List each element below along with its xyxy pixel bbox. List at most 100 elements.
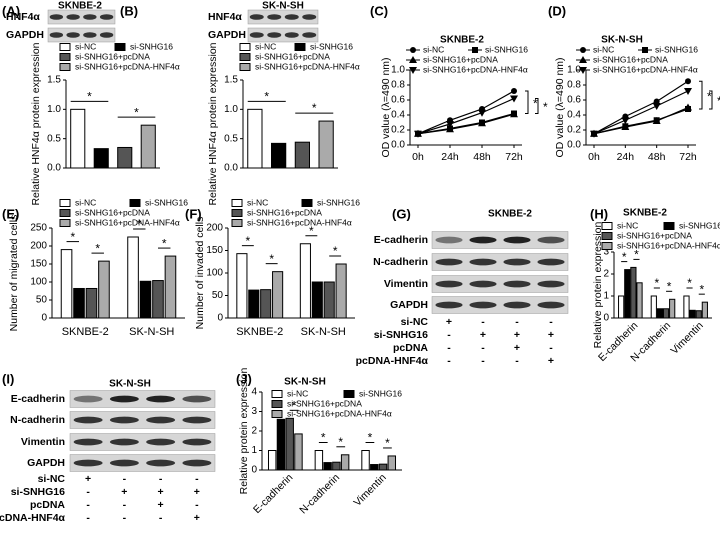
marker [409,67,417,74]
y-tick-label: 0.4 [567,110,581,121]
bar [93,148,109,169]
blot-band [537,236,565,244]
y-tick-label: 1.0 [567,65,581,76]
line [593,90,689,135]
blot-strip [431,253,569,271]
x-tick-label: Vimentin [352,471,389,508]
y-tick-label: 3 [603,247,609,258]
bar [318,120,334,169]
blot-band [99,32,114,38]
blot-band [267,14,282,20]
bar [272,271,284,319]
marker [478,119,486,127]
blot-strip [247,9,319,25]
panel-label: (B) [120,3,138,18]
y-tick-label: 0.0 [391,140,405,151]
bar [636,282,643,319]
y-tick-label: 0.2 [391,125,405,136]
significance: * [699,282,704,296]
marker [652,103,661,110]
bar [139,280,152,319]
blot-strip [69,411,216,429]
blot-band [49,14,64,20]
legend-label: si-SNHG16+pcDNA-HNF4α [75,217,180,227]
condition-sign: - [123,499,127,511]
marker [478,109,486,117]
line [417,90,515,135]
marker [409,56,417,63]
significance-bracket [525,90,529,114]
marker [685,78,691,85]
legend-label: si-SNHG16+pcDNA-HNF4α [75,61,180,71]
y-tick-label: 0.2 [567,125,581,136]
blot-band [73,438,103,446]
blot-band [146,416,176,424]
blot-band [503,280,531,288]
y-tick-label: 0 [603,313,609,324]
legend-swatch [271,410,283,418]
legend-swatch [239,53,251,61]
band-label: GAPDH [390,299,428,311]
condition-sign: - [447,342,451,354]
condition-sign: + [158,486,164,498]
y-tick-label: 0.8 [567,80,581,91]
condition-sign: - [123,473,127,485]
significance: * [667,279,672,293]
significance-bracket [709,90,713,110]
significance: * [717,94,720,108]
legend-swatch [59,209,71,217]
blot-band [537,301,565,309]
bar [335,263,347,319]
legend-swatch [59,53,71,61]
legend-swatch [239,43,251,51]
significance: * [246,234,251,248]
panel-label: (C) [370,3,388,18]
marker [472,47,478,53]
bar [85,287,98,319]
x-tick-label: Vimentin [669,319,706,356]
y-tick-label: 50 [36,295,48,306]
condition-sign: - [549,316,553,328]
x-tick-label: 0h [588,151,600,163]
significance: * [338,435,343,449]
condition-sign: - [159,512,163,524]
blot-strip [47,27,116,43]
band-label: Vimentin [384,278,428,290]
legend-swatch [343,390,355,398]
bar [689,309,696,319]
bar [271,142,287,169]
significance: * [269,252,274,266]
y-axis-label: Relative protein expression [592,222,604,349]
condition-sign: - [481,316,485,328]
x-tick-label: 0h [412,151,424,163]
significance: * [707,89,712,103]
blot-band [182,395,212,403]
y-tick-label: 200 [206,223,223,234]
blot-band [83,32,97,38]
panel-label: (D) [548,3,566,18]
x-tick-label: 24h [617,151,635,163]
legend-swatch [301,199,313,207]
marker [510,95,518,103]
legend-label: si-SNHG16 [679,220,720,230]
blot-band [73,416,103,424]
condition-sign: - [159,473,163,485]
condition-sign: + [480,329,486,341]
legend-label: si-SNHG16 [145,197,188,207]
blot-band [49,32,64,38]
condition-sign: + [158,499,164,511]
bar [117,146,133,169]
bar [276,418,286,471]
blot-strip [69,454,216,472]
legend-label: si-SNHG16 [485,44,528,54]
significance: * [87,90,92,104]
y-tick-label: 0.6 [391,95,405,106]
blot-band [469,258,497,266]
legend-label: si-SNHG16 [359,388,402,398]
blot-strip [431,296,569,314]
condition-sign: + [514,342,520,354]
y-tick-label: 1.0 [224,104,238,115]
blot-band [109,416,139,424]
condition-label: si-SNHG16 [374,329,428,341]
blot-band [537,280,565,288]
